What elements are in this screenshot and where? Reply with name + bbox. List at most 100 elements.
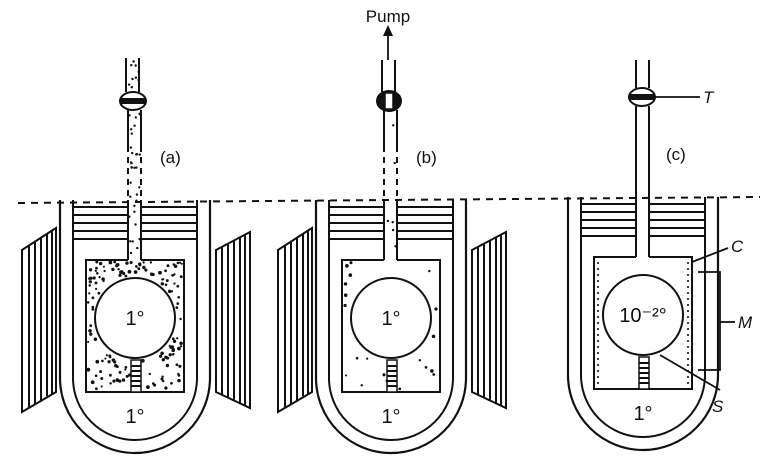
gas-particle [136, 246, 139, 250]
gas-particle [128, 215, 131, 218]
gas-particle [98, 275, 101, 279]
gas-particle [343, 293, 348, 297]
gas-particle [148, 372, 151, 376]
gas-particle [135, 199, 138, 202]
gas-particle [391, 228, 395, 232]
chamber-lining-c [597, 262, 689, 385]
gas-particle [386, 219, 390, 223]
gas-particle [130, 128, 133, 131]
gas-particle [171, 337, 175, 341]
gas-particle [170, 381, 173, 385]
gas-particle [133, 210, 136, 213]
gas-particle [144, 268, 148, 272]
gas-particle [162, 278, 165, 281]
gas-particle [91, 296, 95, 300]
gas-particle [178, 364, 182, 368]
magnet-left-b [277, 226, 313, 414]
gas-particle [115, 262, 120, 267]
gas-particle [164, 269, 167, 273]
gas-particle [134, 76, 138, 79]
gas-particle [91, 307, 95, 311]
panel-a: (a) 1° 1° [21, 58, 251, 455]
gas-particle [343, 303, 347, 308]
gas-particle [177, 295, 181, 299]
pump-label: Pump [366, 7, 410, 26]
callout-c: C [731, 237, 744, 256]
gas-particle [128, 83, 131, 86]
magnet-right-a [215, 230, 251, 410]
gas-particle [88, 280, 92, 284]
gas-particle [133, 166, 136, 169]
callout-s: S [712, 397, 724, 416]
gas-particle [161, 379, 165, 383]
gas-particle [129, 181, 132, 184]
valve-closed-b [376, 90, 402, 112]
gas-particle [134, 223, 137, 226]
gas-particle [129, 260, 133, 265]
sample-sphere-c [602, 274, 684, 356]
gas-particle [137, 262, 142, 266]
gas-particle [102, 265, 105, 268]
dewar-outer-c [566, 197, 720, 452]
gas-particle [349, 261, 353, 265]
gas-particle [382, 373, 386, 377]
gas-particle [94, 281, 98, 285]
neck-tube-c [635, 60, 650, 257]
gas-particle [173, 264, 178, 269]
gas-particle [113, 260, 117, 264]
support-a [130, 359, 142, 393]
gas-particle [176, 284, 180, 288]
baffles-b [329, 206, 453, 240]
gas-particle [88, 328, 92, 333]
gas-particle [135, 166, 138, 169]
gas-particle [172, 339, 177, 344]
gas-particle [100, 377, 104, 380]
gas-particle [111, 267, 115, 272]
gas-particle [86, 367, 91, 372]
gas-particle [137, 267, 141, 271]
gas-particle [133, 124, 136, 127]
gas-particle [391, 221, 394, 224]
panel-c: T C M S (c) 10⁻²° 1° [566, 60, 753, 452]
gas-particles-a [86, 60, 183, 391]
gas-particle [171, 352, 175, 356]
gas-particle [117, 268, 120, 271]
neck-tube-b [381, 60, 398, 260]
inner-temp-c: 10⁻²° [619, 305, 666, 327]
gas-particle [108, 260, 113, 265]
gas-particle [124, 366, 128, 369]
gas-particle [178, 261, 182, 264]
gas-particle [137, 70, 140, 74]
gas-particle [434, 307, 438, 311]
gas-particle [166, 264, 170, 268]
gas-particle [130, 132, 133, 135]
gas-particle [88, 284, 91, 287]
gas-particle [138, 113, 142, 116]
gas-particle [128, 114, 131, 117]
gas-particle [133, 270, 138, 274]
outer-temp-c: 1° [633, 403, 652, 425]
gas-particle [119, 271, 123, 274]
gas-particle [138, 153, 141, 156]
dewar-inner-b [328, 200, 454, 441]
gas-particle [432, 373, 436, 376]
gas-particle [87, 340, 90, 343]
dewar-outer-a [58, 200, 212, 455]
gas-particle [158, 270, 162, 275]
gas-particle [101, 359, 104, 363]
gas-particle [86, 301, 90, 304]
gas-particle [168, 353, 172, 357]
gas-particle [151, 382, 155, 385]
gas-particle [89, 332, 93, 336]
gas-particle [94, 287, 98, 291]
gas-particle [124, 368, 127, 371]
gas-particle [173, 273, 176, 276]
gas-particle [345, 264, 349, 268]
support-b [386, 359, 398, 393]
gas-particle [343, 282, 348, 286]
gas-particle [431, 334, 436, 339]
gas-particle [158, 354, 163, 358]
gas-particle [130, 166, 133, 169]
gas-particle [129, 146, 133, 149]
